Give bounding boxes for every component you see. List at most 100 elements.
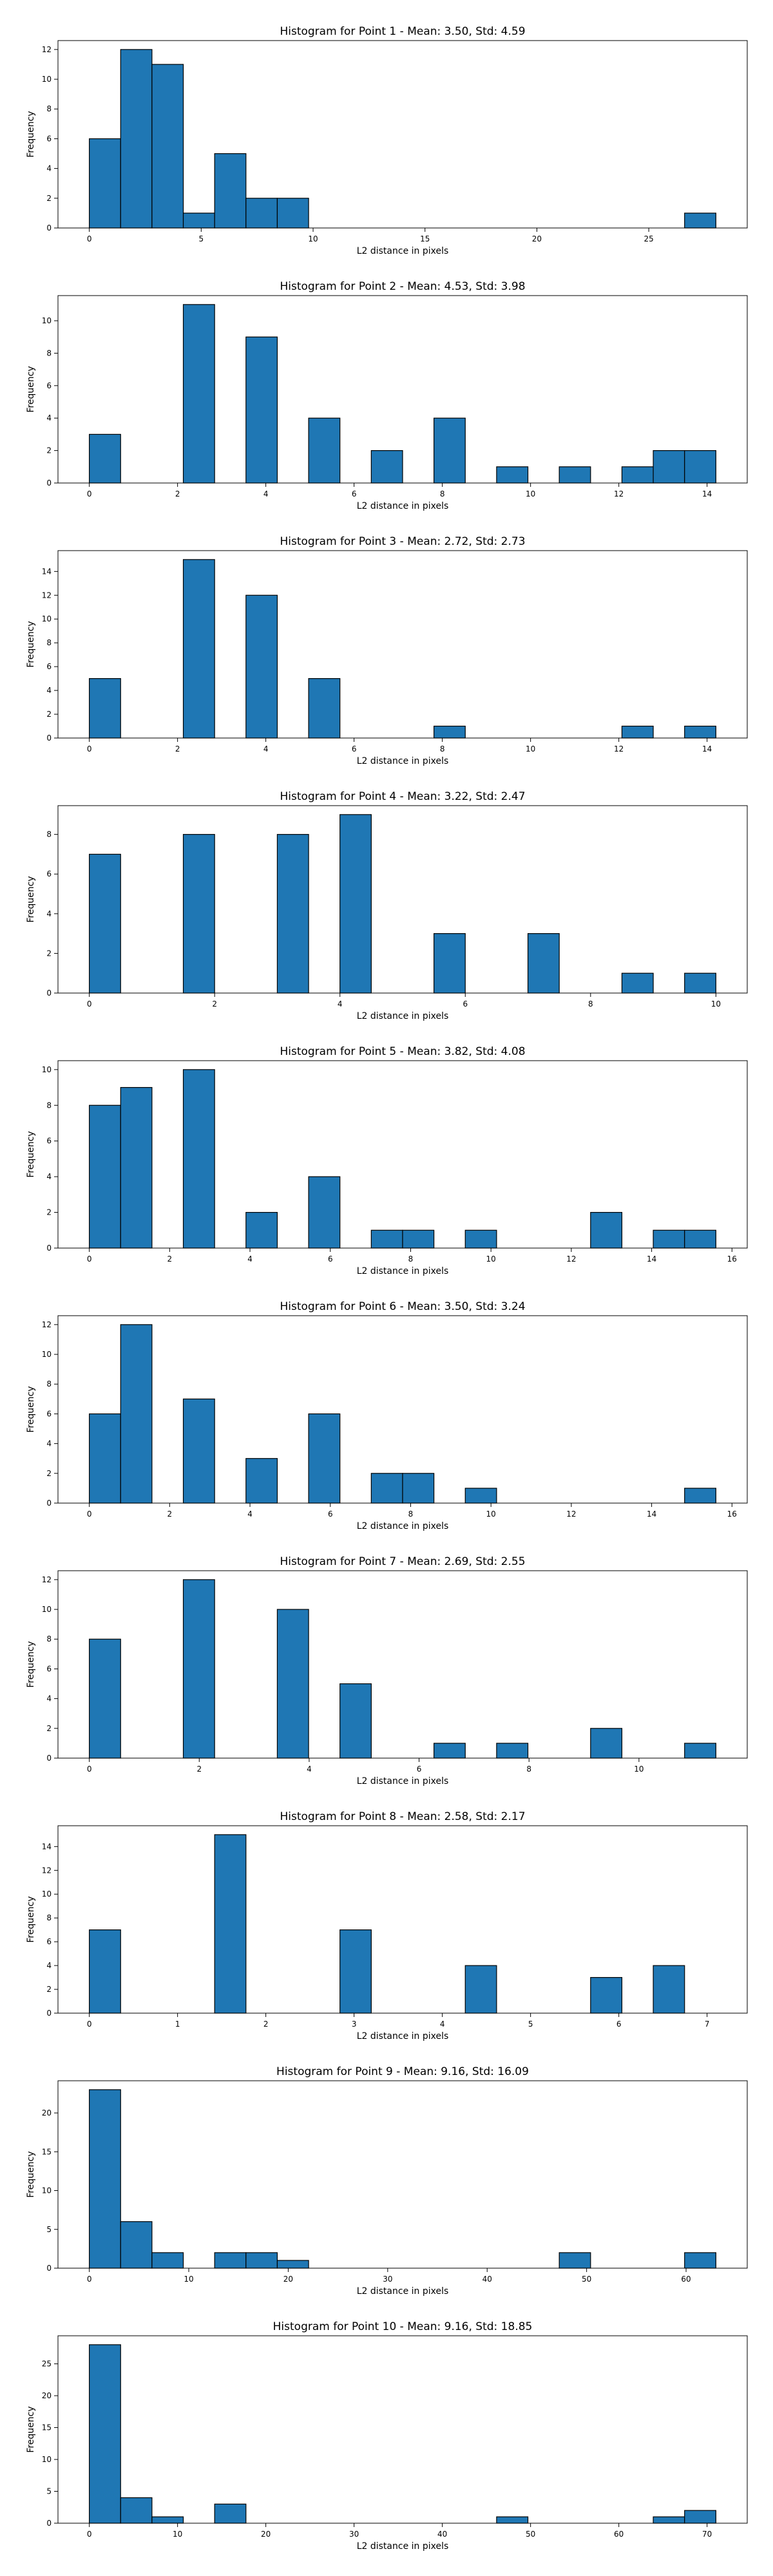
y-tick-label: 6: [46, 1937, 52, 1946]
histogram-bar: [590, 1976, 623, 2014]
chart-title: Histogram for Point 2 - Mean: 4.53, Std:…: [280, 280, 525, 293]
y-tick-label: 12: [42, 591, 52, 600]
plot-frame: [57, 1060, 748, 1249]
histogram-bar: [558, 466, 591, 484]
x-tick-label: 6: [328, 1510, 333, 1519]
y-tick-label: 8: [46, 104, 52, 113]
x-tick-label: 2: [212, 999, 217, 1009]
histogram-bar: [120, 1324, 153, 1504]
histogram-bar: [308, 678, 341, 739]
x-tick-label: 10: [711, 999, 721, 1009]
histogram-bar: [151, 2252, 184, 2269]
y-tick-label: 0: [46, 1754, 52, 1763]
y-tick-label: 4: [46, 1172, 52, 1181]
histogram-bar: [370, 1473, 403, 1504]
histogram-bar: [120, 2221, 153, 2269]
histogram-bar: [684, 213, 716, 229]
y-axis-label: Frequency: [26, 2406, 36, 2452]
bar-group: [89, 2089, 716, 2269]
x-tick-label: 60: [681, 2275, 691, 2284]
x-tick-label: 2: [167, 1510, 173, 1519]
chart-title: Histogram for Point 4 - Mean: 3.22, Std:…: [280, 790, 525, 803]
x-tick-label: 10: [486, 1510, 496, 1519]
x-tick-label: 25: [644, 234, 654, 243]
x-tick-label: 16: [727, 1255, 737, 1264]
x-tick-label: 0: [87, 1510, 92, 1519]
y-tick-label: 12: [42, 1866, 52, 1875]
histogram-bar: [182, 1069, 215, 1249]
histogram-bar: [151, 64, 184, 229]
histogram-bar: [684, 1743, 716, 1759]
x-axis-label: L2 distance in pixels: [357, 2286, 449, 2297]
x-tick-label: 0: [87, 234, 92, 243]
x-axis-label: L2 distance in pixels: [357, 246, 449, 256]
histogram-bar: [590, 1211, 623, 1249]
histogram-bar: [89, 1638, 121, 1759]
y-tick-label: 12: [42, 45, 52, 54]
y-tick-label: 8: [46, 830, 52, 839]
chart-title: Histogram for Point 7 - Mean: 2.69, Std:…: [280, 1555, 525, 1568]
y-axis-label: Frequency: [26, 111, 36, 157]
y-axis-label: Frequency: [26, 1386, 36, 1432]
x-tick-label: 4: [440, 2020, 445, 2029]
x-tick-label: 40: [482, 2275, 492, 2284]
histogram-bar: [558, 2252, 591, 2269]
histogram-bar: [89, 2344, 121, 2524]
x-tick-label: 4: [247, 1255, 253, 1264]
y-tick-label: 2: [46, 446, 52, 455]
y-tick-label: 8: [46, 638, 52, 647]
histogram-bar: [308, 1413, 341, 1504]
y-tick-label: 4: [46, 686, 52, 695]
chart-title: Histogram for Point 1 - Mean: 3.50, Std:…: [280, 25, 525, 38]
y-tick-label: 0: [46, 989, 52, 998]
histogram-bar: [120, 2497, 153, 2524]
histogram-bar: [684, 1229, 716, 1249]
histogram-bar: [182, 304, 215, 484]
histogram-panel: Histogram for Point 10 - Mean: 9.16, Std…: [26, 2320, 748, 2552]
y-tick-label: 8: [46, 1913, 52, 1922]
y-tick-label: 4: [46, 1961, 52, 1970]
y-tick-label: 6: [46, 134, 52, 143]
histogram-bar: [89, 1413, 121, 1504]
histogram-panel: Histogram for Point 1 - Mean: 3.50, Std:…: [26, 25, 748, 256]
y-tick-label: 4: [46, 164, 52, 173]
y-tick-label: 10: [42, 2186, 52, 2195]
x-tick-label: 50: [582, 2275, 591, 2284]
y-tick-label: 5: [46, 2225, 52, 2234]
histogram-bar: [464, 1229, 497, 1249]
histogram-bar: [402, 1473, 435, 1504]
y-tick-label: 8: [46, 1634, 52, 1643]
x-tick-label: 5: [528, 2020, 533, 2029]
histogram-bar: [89, 1929, 121, 2014]
y-axis-label: Frequency: [26, 621, 36, 667]
x-tick-label: 1: [175, 2020, 180, 2029]
y-tick-label: 2: [46, 710, 52, 719]
x-tick-label: 0: [87, 1765, 92, 1774]
x-tick-label: 50: [526, 2530, 535, 2539]
chart-title: Histogram for Point 8 - Mean: 2.58, Std:…: [280, 1810, 525, 1823]
histogram-bar: [214, 2503, 247, 2524]
y-axis-label: Frequency: [26, 1131, 36, 1177]
plot-frame: [57, 1825, 748, 2014]
x-axis-label: L2 distance in pixels: [357, 2541, 449, 2552]
histogram-bar: [245, 336, 278, 484]
histogram-bar: [214, 1834, 247, 2014]
y-tick-label: 8: [46, 1379, 52, 1388]
y-axis-label: Frequency: [26, 2151, 36, 2197]
x-tick-label: 0: [87, 2530, 92, 2539]
y-tick-label: 0: [46, 2264, 52, 2273]
histogram-bar: [370, 1229, 403, 1249]
x-tick-label: 10: [526, 489, 535, 498]
x-axis-label: L2 distance in pixels: [357, 2031, 449, 2041]
y-tick-label: 0: [46, 734, 52, 743]
y-tick-label: 4: [46, 413, 52, 422]
y-tick-label: 10: [42, 1350, 52, 1359]
bar-group: [89, 559, 716, 739]
histogram-bar: [120, 49, 153, 229]
histogram-bar: [89, 853, 121, 994]
x-tick-label: 8: [526, 1765, 531, 1774]
histogram-bar: [120, 1086, 153, 1249]
bar-group: [89, 1834, 685, 2014]
x-tick-label: 10: [184, 2275, 193, 2284]
histogram-panel: Histogram for Point 7 - Mean: 2.69, Std:…: [26, 1555, 748, 1786]
